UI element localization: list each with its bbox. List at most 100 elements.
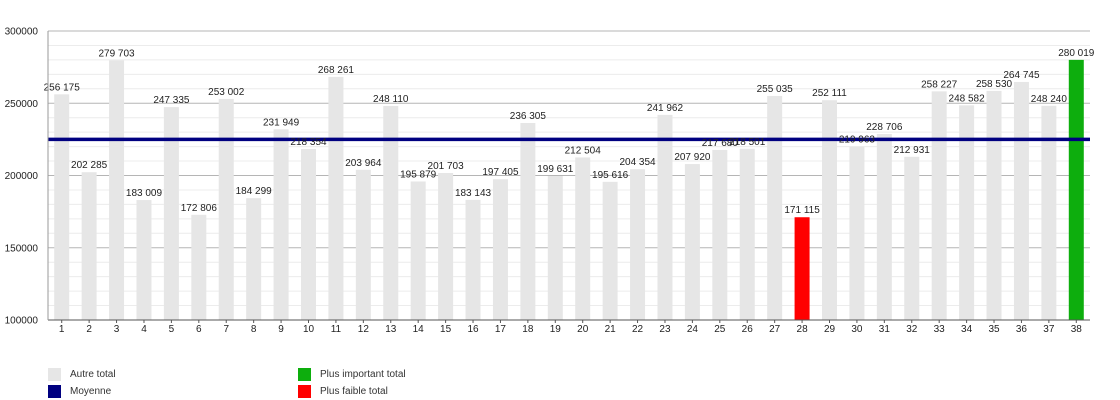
bars bbox=[54, 59, 1084, 321]
bar-15 bbox=[438, 173, 454, 320]
data-label: 218 354 bbox=[290, 137, 327, 148]
x-tick-label: 6 bbox=[196, 324, 202, 335]
x-tick-label: 20 bbox=[577, 324, 589, 335]
data-label: 171 115 bbox=[784, 205, 820, 216]
data-labels: 256 175 202 285 279 703 183 009 247 335 172 8… bbox=[44, 48, 1095, 216]
bar-27 bbox=[767, 95, 783, 320]
x-tick-label: 37 bbox=[1043, 324, 1055, 335]
data-label: 247 335 bbox=[153, 95, 190, 106]
x-tick-label: 31 bbox=[879, 324, 891, 335]
data-label: 228 706 bbox=[866, 122, 903, 133]
data-label: 183 009 bbox=[126, 188, 163, 199]
x-tick-label: 22 bbox=[632, 324, 644, 335]
bar-14 bbox=[410, 181, 426, 320]
x-tick-label: 1 bbox=[59, 324, 65, 335]
bar-8 bbox=[246, 198, 262, 320]
legend-label-max: Plus important total bbox=[320, 369, 406, 380]
data-label: 248 240 bbox=[1031, 94, 1068, 105]
x-tick-label: 10 bbox=[303, 324, 315, 335]
bar-30 bbox=[849, 146, 865, 320]
data-label: 241 962 bbox=[647, 103, 684, 114]
data-label: 231 949 bbox=[263, 117, 300, 128]
data-label: 218 501 bbox=[729, 137, 766, 148]
bar-35 bbox=[986, 90, 1002, 320]
data-label: 199 631 bbox=[537, 164, 574, 175]
x-tick-label: 26 bbox=[742, 324, 754, 335]
data-label: 195 879 bbox=[400, 169, 437, 180]
legend-swatch-min bbox=[298, 385, 311, 398]
bar-18 bbox=[520, 123, 536, 320]
x-tick-label: 13 bbox=[385, 324, 397, 335]
data-label: 203 964 bbox=[345, 158, 382, 169]
bar-4 bbox=[136, 200, 152, 320]
data-label: 184 299 bbox=[236, 186, 273, 197]
bar-12 bbox=[355, 169, 371, 320]
bar-6 bbox=[191, 214, 207, 320]
bar-3 bbox=[109, 60, 125, 321]
bar-7 bbox=[218, 98, 234, 320]
x-tick-label: 32 bbox=[906, 324, 918, 335]
bar-21 bbox=[602, 181, 618, 320]
x-tick-label: 27 bbox=[769, 324, 781, 335]
data-label: 248 110 bbox=[373, 94, 409, 105]
x-tick-label: 24 bbox=[687, 324, 699, 335]
y-tick-label: 200000 bbox=[5, 171, 39, 182]
data-label: 264 745 bbox=[1003, 70, 1040, 81]
data-label: 183 143 bbox=[455, 188, 492, 199]
x-tick-label: 8 bbox=[251, 324, 257, 335]
data-label: 258 227 bbox=[921, 79, 958, 90]
data-label: 201 703 bbox=[428, 161, 465, 172]
x-tick-label: 15 bbox=[440, 324, 452, 335]
y-tick-label: 100000 bbox=[5, 316, 39, 327]
data-label: 197 405 bbox=[482, 167, 519, 178]
x-tick-label: 7 bbox=[223, 324, 229, 335]
x-tick-label: 19 bbox=[550, 324, 562, 335]
x-tick-label: 12 bbox=[358, 324, 370, 335]
bar-20 bbox=[575, 157, 591, 320]
bar-37 bbox=[1041, 105, 1057, 320]
bar-10 bbox=[301, 148, 316, 320]
data-label: 204 354 bbox=[619, 157, 656, 168]
x-tick-label: 34 bbox=[961, 324, 973, 335]
data-label: 207 920 bbox=[674, 152, 711, 163]
x-tick-label: 35 bbox=[988, 324, 1000, 335]
data-label: 252 111 bbox=[812, 88, 847, 99]
legend-label-average: Moyenne bbox=[70, 386, 112, 397]
x-tick-label: 18 bbox=[522, 324, 534, 335]
x-tick-label: 29 bbox=[824, 324, 836, 335]
data-label: 212 931 bbox=[894, 145, 931, 156]
x-tick-label: 25 bbox=[714, 324, 726, 335]
x-tick-label: 11 bbox=[331, 324, 342, 335]
bar-24 bbox=[684, 164, 700, 320]
data-label: 236 305 bbox=[510, 111, 547, 122]
data-label: 253 002 bbox=[208, 87, 245, 98]
bar-33 bbox=[931, 91, 947, 320]
x-tick-label: 2 bbox=[86, 324, 92, 335]
bar-26 bbox=[739, 148, 755, 320]
bar-5 bbox=[163, 107, 179, 320]
bar-19 bbox=[547, 176, 563, 320]
x-tick-label: 23 bbox=[659, 324, 671, 335]
legend-label-min: Plus faible total bbox=[320, 386, 388, 397]
x-tick-label: 38 bbox=[1071, 324, 1083, 335]
y-tick-label: 300000 bbox=[5, 27, 39, 38]
x-tick-label: 5 bbox=[169, 324, 175, 335]
x-tick-label: 36 bbox=[1016, 324, 1028, 335]
bar-13 bbox=[383, 105, 399, 320]
data-label: 258 530 bbox=[976, 79, 1013, 90]
data-label: 212 504 bbox=[565, 145, 602, 156]
bar-16 bbox=[465, 199, 481, 320]
data-label: 248 582 bbox=[949, 93, 986, 104]
x-tick-label: 17 bbox=[495, 324, 507, 335]
data-label: 172 806 bbox=[181, 203, 218, 214]
x-tick-label: 21 bbox=[605, 324, 617, 335]
data-label: 268 261 bbox=[318, 65, 355, 76]
legend-swatch-max bbox=[298, 368, 311, 381]
x-tick-label: 9 bbox=[278, 324, 284, 335]
bar-28 bbox=[794, 217, 810, 320]
data-label: 256 175 bbox=[44, 82, 81, 93]
bar-2 bbox=[81, 172, 97, 320]
bar-1 bbox=[54, 94, 70, 321]
legend-label-other: Autre total bbox=[70, 369, 116, 380]
bar-22 bbox=[630, 169, 646, 320]
